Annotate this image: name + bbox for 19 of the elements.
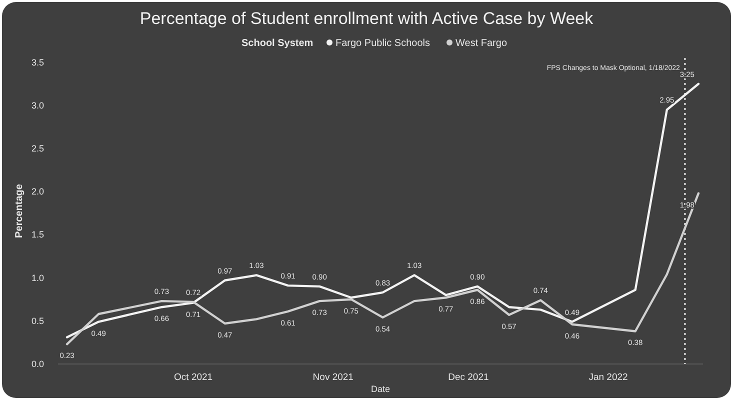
x-tick-label: Dec 2021	[448, 372, 489, 383]
y-tick-label: 3.0	[31, 100, 44, 110]
y-tick-label: 3.5	[31, 57, 44, 68]
legend-title: School System	[242, 38, 314, 49]
y-axis-title: Percentage	[14, 184, 25, 238]
y-tick-label: 0.0	[31, 359, 44, 369]
x-axis-title: Date	[370, 384, 390, 394]
y-tick-label: 1.0	[31, 272, 44, 283]
x-tick-label: Nov 2021	[312, 372, 354, 383]
x-tick-label: Jan 2022	[588, 372, 628, 383]
y-tick-label: 2.5	[31, 144, 44, 154]
y-tick-label: 0.5	[31, 316, 44, 326]
y-tick-label: 2.0	[31, 186, 44, 197]
line-series	[66, 192, 700, 346]
legend-label: West Fargo	[456, 38, 508, 49]
chart-title: Percentage of Student enrollment with Active Case by Week	[140, 9, 594, 28]
legend-label: Fargo Public Schools	[336, 38, 430, 49]
y-tick-label: 1.5	[31, 230, 44, 240]
x-tick-label: Oct 2021	[174, 372, 213, 383]
